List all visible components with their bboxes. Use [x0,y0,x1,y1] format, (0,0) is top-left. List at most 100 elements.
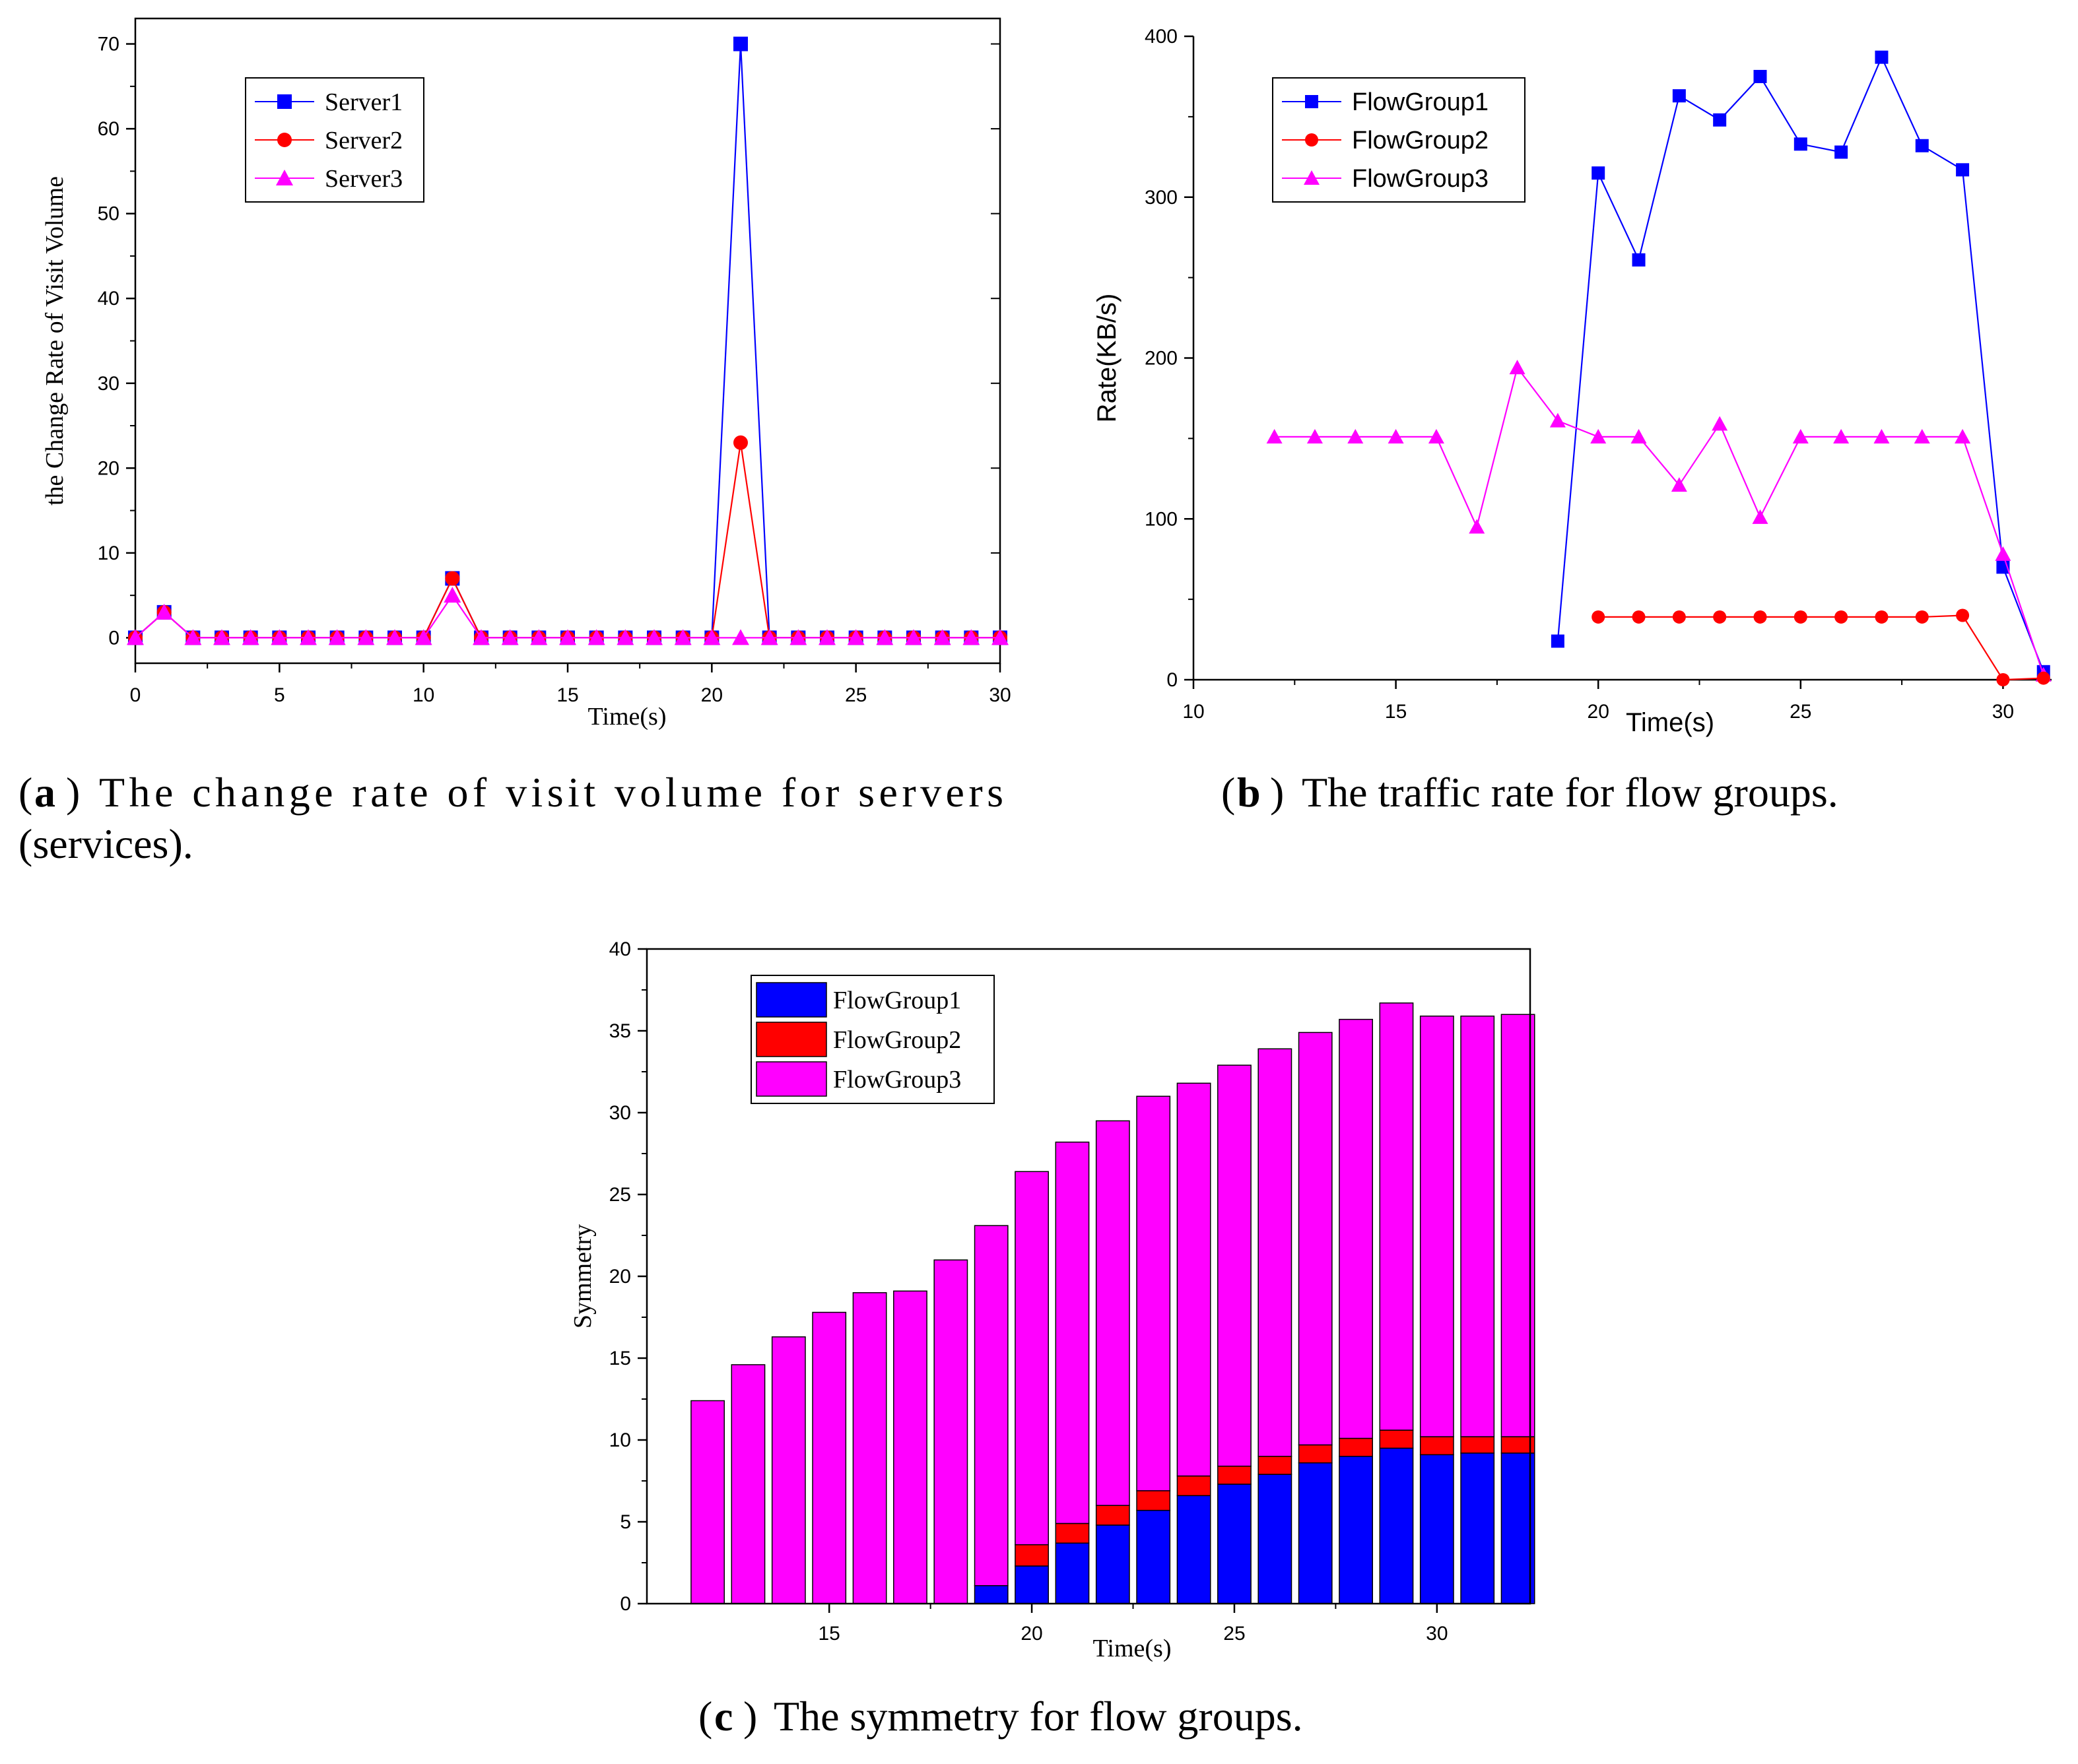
y-tick-label: 15 [609,1348,631,1369]
bar-FlowGroup1 [1015,1565,1049,1604]
bar-FlowGroup3 [974,1225,1009,1586]
legend-marker [1304,170,1320,185]
bar-FlowGroup2 [1176,1475,1211,1497]
x-tick-label: 30 [1426,1623,1448,1645]
series-FlowGroup2 [1592,608,2050,686]
bar-FlowGroup1 [1298,1462,1333,1604]
data-point [473,629,490,645]
caption-c: ( c ) The symmetry for flow groups. [698,1693,1303,1740]
caption-a-open-paren: ( [18,769,32,816]
panel-c-chart: 0 5 10 15 20 25 30 35 40 15 20 25 30 Time(s) Symmetry F… [569,938,1535,1662]
y-axis-label: the Change Rate of Visit Volume [41,176,69,506]
caption-a-label: a [34,769,55,816]
bar-FlowGroup3 [690,1400,725,1604]
data-point [127,629,144,645]
data-point [300,629,317,645]
caption-b-open-paren: ( [1221,769,1235,816]
data-point [1712,416,1728,431]
data-point [1672,89,1686,103]
series-line [1274,366,2044,676]
bar-FlowGroup3 [812,1311,847,1604]
data-point [1592,166,1605,180]
data-point [617,629,634,645]
legend-label: FlowGroup3 [833,1066,961,1094]
bar-FlowGroup1 [1460,1453,1495,1604]
data-point [1793,610,1807,624]
data-point [1955,428,1971,443]
y-tick-label: 60 [98,118,119,140]
data-point [1592,610,1605,624]
data-point [962,629,980,645]
y-tick-label: 30 [98,373,119,395]
x-tick-label: 25 [845,684,867,706]
data-point [1753,610,1767,624]
series-FlowGroup1 [1551,50,2050,678]
data-point [559,629,576,645]
y-tick-label: 20 [98,457,119,479]
data-point [444,587,461,603]
bar-FlowGroup1 [1419,1454,1454,1604]
data-point [587,629,605,645]
caption-c-open-paren: ( [698,1693,712,1740]
bar-FlowGroup2 [1500,1436,1535,1454]
bar-FlowGroup2 [1298,1444,1333,1464]
data-point [1875,50,1889,64]
data-point [1590,428,1607,443]
legend-label: FlowGroup2 [1352,127,1489,154]
bar-FlowGroup3 [1015,1171,1049,1546]
y-tick-label: 25 [609,1184,631,1206]
caption-a: ( a ) The change rate of visit volume fo… [18,769,1003,867]
bar-FlowGroup3 [1298,1031,1333,1446]
panel-b-chart: 0 100 200 300 400 10 15 20 25 30 Time(s) Rate(KB/s)… [1092,26,2052,737]
y-tick-label: 35 [609,1020,631,1042]
y-tick-label: 5 [620,1511,631,1533]
data-point [905,629,922,645]
data-point [1630,428,1647,443]
legend: FlowGroup1 FlowGroup2 FlowGroup3 [751,975,995,1104]
panel-a-chart: 0 10 20 30 40 50 60 70 0 5 10 15 20 25 30 Time(s) the Ch… [41,17,1011,731]
data-point [184,629,202,645]
data-point [1632,610,1646,624]
y-axis-label: Rate(KB/s) [1092,294,1122,423]
bar-FlowGroup1 [1055,1542,1090,1604]
data-point [674,629,692,645]
bar-FlowGroup3 [893,1290,927,1604]
axes: 0 5 10 15 20 25 30 35 40 15 20 25 30 Time(s) Symmetry [569,938,1531,1662]
y-tick-label: 10 [609,1429,631,1451]
legend-label: FlowGroup1 [833,987,961,1014]
bar-FlowGroup2 [1419,1436,1454,1456]
x-axis-label: Time(s) [1626,708,1714,737]
y-tick-label: 40 [609,938,631,960]
legend-marker [1305,95,1318,108]
data-point [876,629,894,645]
bar-FlowGroup3 [1095,1120,1130,1506]
data-point [1833,428,1850,443]
x-tick-label: 20 [701,684,723,706]
caption-a-close-paren: ) [66,769,80,816]
data-point [1266,428,1283,443]
axes: 0 100 200 300 400 10 15 20 25 30 Time(s) Rate(KB/s) [1092,26,2052,737]
y-tick-label: 70 [98,34,119,55]
legend-marker [1305,133,1318,147]
y-tick-label: 300 [1145,187,1178,209]
data-point [1713,113,1727,127]
data-point [933,629,951,645]
bar-FlowGroup3 [1217,1064,1252,1467]
bar-FlowGroup2 [1136,1490,1171,1511]
data-point [1873,428,1890,443]
legend-label: FlowGroup3 [1352,165,1489,193]
x-tick-label: 30 [1992,701,2014,723]
axes: 0 10 20 30 40 50 60 70 0 5 10 15 20 25 30 Time(s) the Ch… [41,17,1011,731]
caption-a-text-line2: (services). [18,820,193,867]
y-tick-label: 0 [620,1593,631,1615]
data-point [1995,546,2011,561]
data-point [2036,671,2050,685]
data-point [1914,428,1930,443]
bar-FlowGroup3 [1419,1015,1454,1437]
legend-swatch [756,1022,827,1057]
caption-c-text: The symmetry for flow groups. [774,1693,1303,1740]
data-point [1915,139,1929,152]
bar-FlowGroup3 [1339,1018,1373,1439]
bar-FlowGroup1 [1095,1524,1130,1604]
data-point [530,629,548,645]
